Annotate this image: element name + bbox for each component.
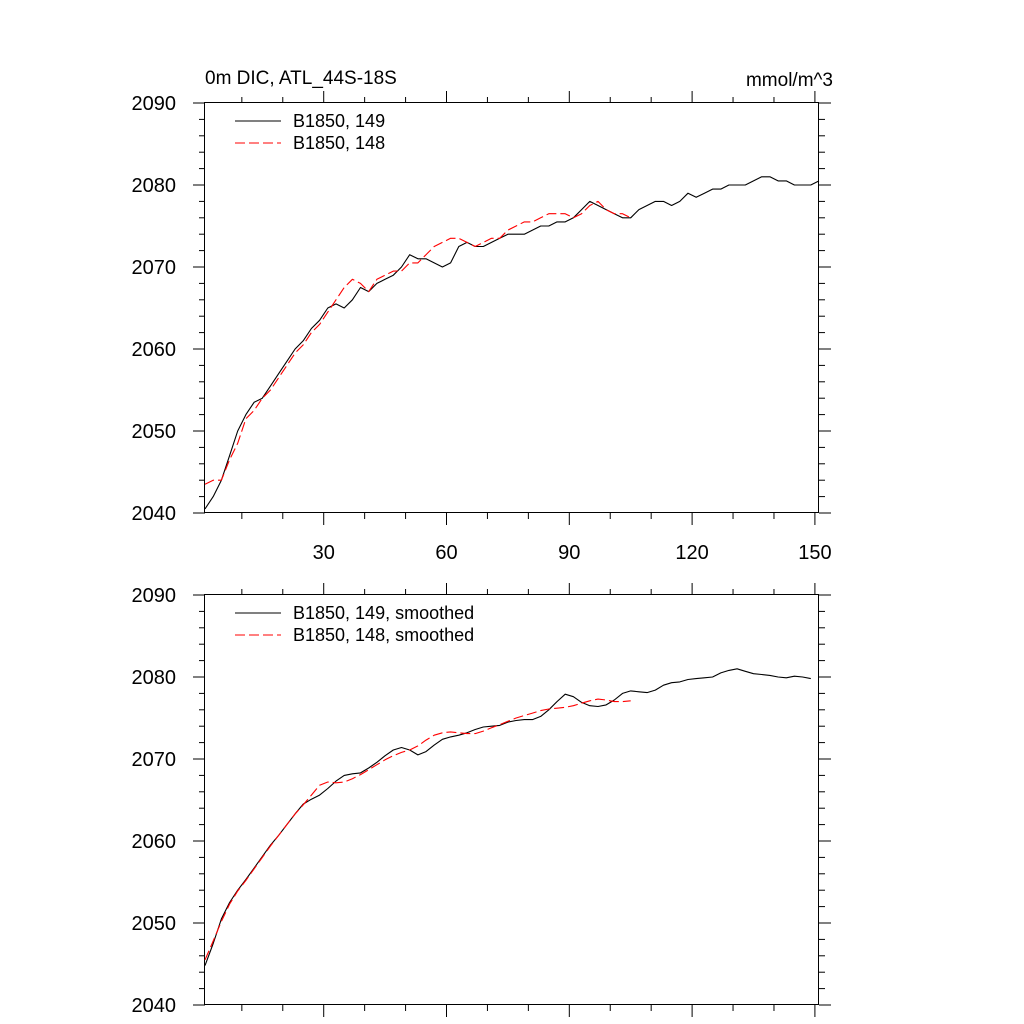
units-label: mmol/m^3 [746, 70, 833, 91]
y-tick-label: 2040 [132, 503, 177, 525]
x-tick-label: 90 [558, 542, 580, 564]
y-tick-label: 2060 [132, 339, 177, 361]
x-tick-label: 60 [435, 542, 457, 564]
series-line-2 [204, 698, 631, 961]
y-tick-label: 2080 [132, 667, 177, 689]
legend-label: B1850, 148 [293, 133, 385, 153]
legend-label: B1850, 149 [293, 111, 385, 131]
chart-title: 0m DIC, ATL_44S-18S [205, 68, 397, 89]
y-tick-label: 2050 [132, 913, 177, 935]
y-tick-label: 2090 [132, 585, 177, 607]
y-tick-label: 2080 [132, 175, 177, 197]
bottom-panel: 2040 2050 2060 2070 2080 2090 B1850, 149, smo… [132, 583, 831, 1017]
y-tick-label: 2070 [132, 257, 177, 279]
y-tick-label: 2070 [132, 749, 177, 771]
plot-frame [204, 594, 819, 1005]
series-line-1 [204, 668, 811, 966]
axis-ticks: 2040 2050 2060 2070 2080 2090 30 60 90 120 150 [132, 91, 832, 564]
series-line-1 [204, 176, 820, 510]
y-tick-label: 2090 [132, 93, 177, 115]
x-tick-label: 30 [313, 542, 335, 564]
y-tick-label: 2060 [132, 831, 177, 853]
axis-ticks: 2040 2050 2060 2070 2080 2090 [132, 583, 831, 1017]
plot-frame [204, 102, 819, 513]
y-tick-label: 2050 [132, 421, 177, 443]
x-tick-label: 120 [675, 542, 708, 564]
series-line-2 [204, 200, 631, 485]
y-tick-label: 2040 [132, 995, 177, 1017]
legend-label: B1850, 149, smoothed [293, 603, 474, 623]
x-tick-label: 150 [798, 542, 831, 564]
legend-label: B1850, 148, smoothed [293, 625, 474, 645]
series-group [204, 176, 820, 510]
top-panel: 0m DIC, ATL_44S-18S mmol/m^3 2040 2050 206… [132, 68, 834, 564]
series-group [204, 668, 811, 966]
